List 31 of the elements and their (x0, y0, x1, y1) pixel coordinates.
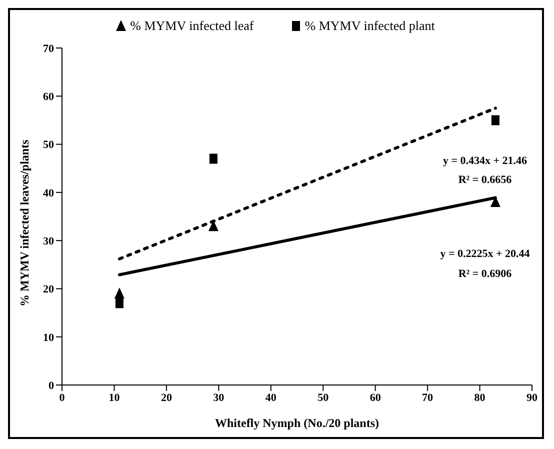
annotation: R² = 0.6656 (457, 174, 513, 186)
point (209, 154, 218, 164)
x-tick-label: 80 (474, 392, 486, 404)
point (490, 196, 500, 208)
legend-label: % MYMV infected plant (304, 18, 435, 34)
x-tick-label: 20 (160, 392, 172, 404)
x-tick-label: 10 (108, 392, 120, 404)
point (491, 115, 500, 126)
x-tick-label: 90 (526, 392, 538, 404)
y-tick-label: 50 (43, 139, 54, 152)
y-tick-label: 30 (43, 235, 54, 248)
x-tick-label: 40 (265, 392, 277, 404)
x-tick-label: 50 (318, 392, 330, 404)
annotation: y = 0.434x + 21.46 (442, 155, 528, 167)
x-tick-label: 60 (370, 392, 382, 404)
y-tick-label: 40 (43, 187, 54, 200)
x-axis-title: Whitefly Nymph (No./20 plants) (214, 416, 380, 430)
x-tick-label: 30 (213, 392, 225, 404)
y-axis-title: % MYMV infected leaves/plants (17, 139, 32, 306)
y-tick-label: 0 (48, 380, 54, 392)
legend-label: % MYMV infected leaf (130, 18, 254, 34)
x-tick-label: 70 (422, 392, 434, 404)
point (115, 298, 124, 308)
annotation: y = 0.2225x + 20.44 (439, 248, 531, 260)
y-tick-label: 10 (43, 332, 54, 344)
y-tick-label: 60 (43, 91, 54, 104)
point (114, 288, 124, 299)
x-tick-label: 0 (59, 392, 66, 404)
annotation: R² = 0.6906 (457, 268, 513, 280)
y-tick-label: 20 (43, 284, 54, 296)
y-tick-label: 70 (43, 42, 54, 55)
